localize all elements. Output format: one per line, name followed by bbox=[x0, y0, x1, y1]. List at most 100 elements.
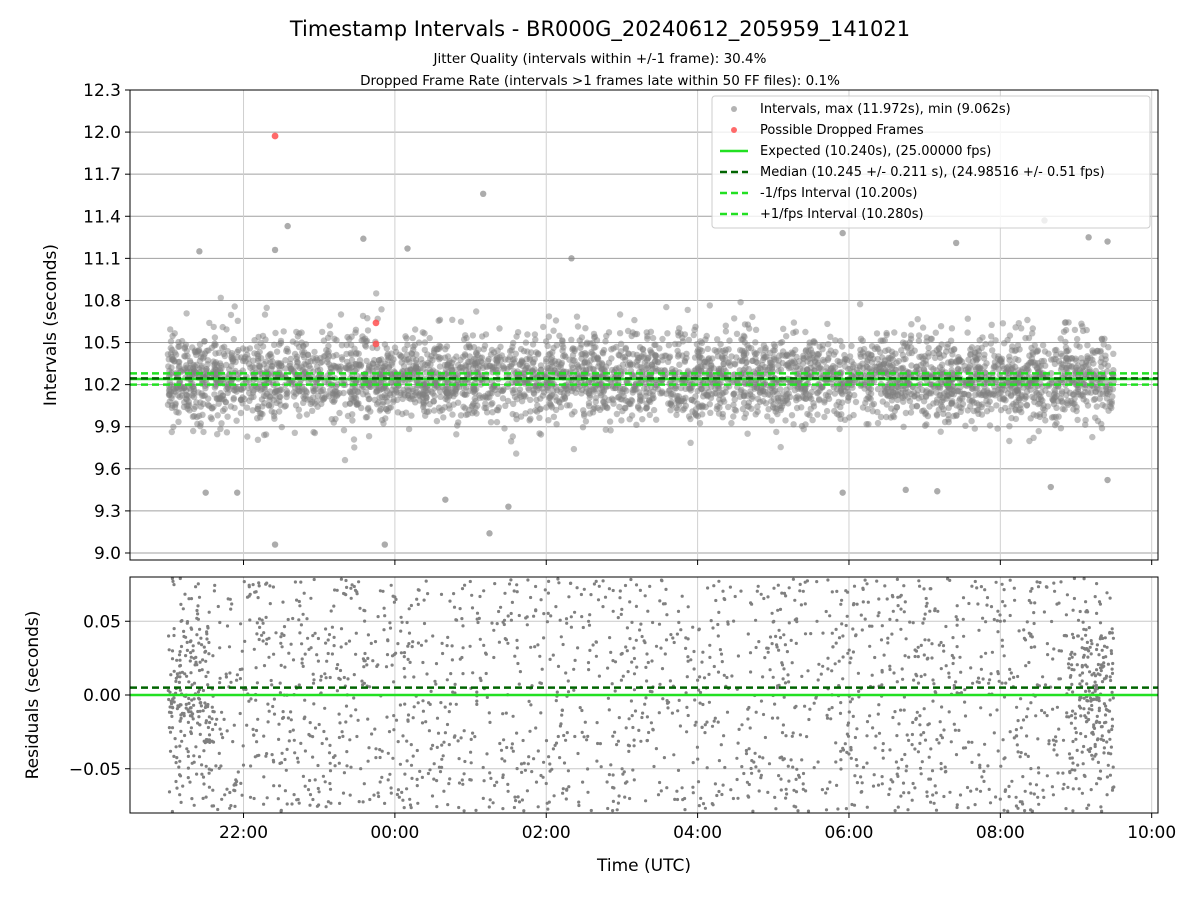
interval-point bbox=[938, 429, 944, 435]
residual-point bbox=[411, 640, 414, 643]
residual-point bbox=[226, 624, 229, 627]
interval-point bbox=[863, 363, 869, 369]
residual-point bbox=[1024, 790, 1027, 793]
interval-point bbox=[938, 323, 944, 329]
interval-point bbox=[1042, 348, 1048, 354]
residual-point bbox=[882, 757, 885, 760]
interval-point bbox=[331, 399, 337, 405]
interval-point bbox=[1049, 414, 1055, 420]
interval-point bbox=[473, 350, 479, 356]
residual-point bbox=[930, 642, 933, 645]
interval-point bbox=[532, 331, 538, 337]
residual-point bbox=[421, 661, 424, 664]
residual-point bbox=[338, 736, 341, 739]
interval-point bbox=[685, 307, 691, 313]
residual-point bbox=[498, 742, 501, 745]
residual-point bbox=[363, 782, 366, 785]
interval-point bbox=[191, 406, 197, 412]
residual-point bbox=[492, 629, 495, 632]
residual-point bbox=[905, 765, 908, 768]
interval-point bbox=[962, 423, 968, 429]
interval-point bbox=[568, 337, 574, 343]
residual-point bbox=[408, 607, 411, 610]
interval-point bbox=[960, 401, 966, 407]
interval-point bbox=[199, 412, 205, 418]
residual-point bbox=[1078, 682, 1081, 685]
residual-point bbox=[528, 700, 531, 703]
interval-point bbox=[971, 399, 977, 405]
interval-point bbox=[802, 329, 808, 335]
interval-point bbox=[730, 413, 736, 419]
interval-point bbox=[422, 339, 428, 345]
residual-point bbox=[552, 747, 555, 750]
interval-point bbox=[184, 348, 190, 354]
residual-point bbox=[742, 772, 745, 775]
interval-point bbox=[643, 405, 649, 411]
interval-point bbox=[580, 424, 586, 430]
interval-point bbox=[347, 388, 353, 394]
interval-point bbox=[429, 357, 435, 363]
interval-point bbox=[548, 403, 554, 409]
interval-point bbox=[591, 356, 597, 362]
interval-point bbox=[577, 345, 583, 351]
residual-point bbox=[933, 609, 936, 612]
residual-point bbox=[788, 586, 791, 589]
interval-point bbox=[553, 407, 559, 413]
interval-point bbox=[521, 348, 527, 354]
residual-point bbox=[856, 781, 859, 784]
interval-point bbox=[1033, 348, 1039, 354]
residual-point bbox=[367, 746, 370, 749]
interval-point bbox=[1083, 358, 1089, 364]
interval-point bbox=[284, 394, 290, 400]
interval-point bbox=[854, 367, 860, 373]
interval-point bbox=[923, 393, 929, 399]
interval-point bbox=[1063, 327, 1069, 333]
interval-point bbox=[508, 347, 514, 353]
interval-point bbox=[1012, 388, 1018, 394]
residual-point bbox=[584, 721, 587, 724]
interval-point bbox=[995, 353, 1001, 359]
residual-point bbox=[255, 729, 258, 732]
interval-point bbox=[400, 387, 406, 393]
interval-point bbox=[505, 503, 511, 509]
residual-point bbox=[349, 714, 352, 717]
interval-point bbox=[442, 396, 448, 402]
residual-point bbox=[534, 609, 537, 612]
interval-point bbox=[453, 353, 459, 359]
interval-point bbox=[466, 344, 472, 350]
residual-point bbox=[681, 595, 684, 598]
residual-point bbox=[792, 731, 795, 734]
residual-point bbox=[262, 631, 265, 634]
residual-point bbox=[1111, 672, 1114, 675]
residual-point bbox=[984, 620, 987, 623]
residual-point bbox=[692, 650, 695, 653]
interval-point bbox=[839, 489, 845, 495]
interval-point bbox=[1032, 342, 1038, 348]
interval-point bbox=[989, 322, 995, 328]
residual-point bbox=[1022, 628, 1025, 631]
residual-point bbox=[877, 614, 880, 617]
residual-point bbox=[534, 585, 537, 588]
interval-point bbox=[908, 409, 914, 415]
interval-point bbox=[647, 412, 653, 418]
interval-point bbox=[846, 414, 852, 420]
residual-point bbox=[194, 585, 197, 588]
residual-point bbox=[1104, 636, 1107, 639]
interval-point bbox=[619, 390, 625, 396]
residual-point bbox=[205, 765, 208, 768]
interval-point bbox=[553, 397, 559, 403]
interval-point bbox=[632, 331, 638, 337]
intervals-y-tick-label: 11.1 bbox=[83, 249, 121, 269]
interval-point bbox=[508, 438, 514, 444]
interval-point bbox=[472, 362, 478, 368]
interval-point bbox=[741, 348, 747, 354]
residual-point bbox=[955, 615, 958, 618]
interval-point bbox=[190, 428, 196, 434]
residual-point bbox=[917, 579, 920, 582]
interval-point bbox=[824, 408, 830, 414]
residual-point bbox=[1059, 580, 1062, 583]
interval-point bbox=[920, 324, 926, 330]
interval-point bbox=[802, 421, 808, 427]
residual-point bbox=[448, 710, 451, 713]
residual-point bbox=[1002, 738, 1005, 741]
